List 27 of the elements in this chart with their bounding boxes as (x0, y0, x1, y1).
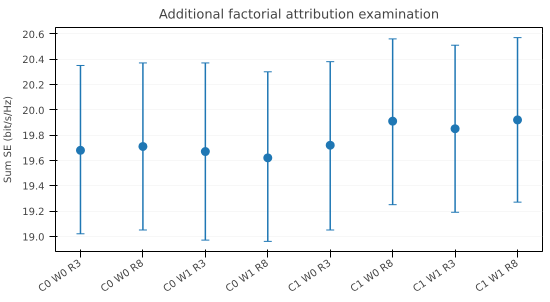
y-axis-title: Sum SE (bit/s/Hz) (3, 96, 14, 184)
y-tick-label: 19.0 (22, 232, 44, 244)
x-tick-label: C0 W0 R3 (36, 258, 84, 295)
y-tick-label: 20.2 (22, 80, 44, 92)
point (200, 147, 210, 156)
y-tick-label: 19.6 (22, 156, 44, 168)
y-tick-label: 20.0 (22, 106, 44, 117)
point (76, 146, 85, 155)
point (450, 124, 460, 134)
x-tick-label: C0 W0 R8 (99, 258, 146, 295)
point (326, 140, 335, 150)
x-tick-label: C1 W1 R8 (474, 258, 521, 295)
y-tick-label: 19.4 (22, 182, 44, 193)
x-tick-label: C0 W1 R3 (162, 258, 208, 295)
point (138, 142, 148, 151)
point (263, 153, 272, 162)
y-tick-label: 20.6 (22, 30, 44, 41)
x-tick-label: C0 W1 R8 (224, 258, 271, 295)
y-tick-label: 19.2 (22, 207, 44, 218)
point (513, 115, 522, 124)
x-tick-label: C1 W0 R8 (348, 258, 396, 295)
chart-title: Additional factorial attribution examination (158, 8, 440, 22)
x-tick-label: C1 W1 R3 (411, 258, 458, 295)
y-tick-label: 20.4 (22, 55, 44, 66)
y-tick-label: 19.8 (22, 131, 44, 142)
x-tick-label: C1 W0 R3 (286, 258, 334, 295)
point (388, 116, 398, 126)
